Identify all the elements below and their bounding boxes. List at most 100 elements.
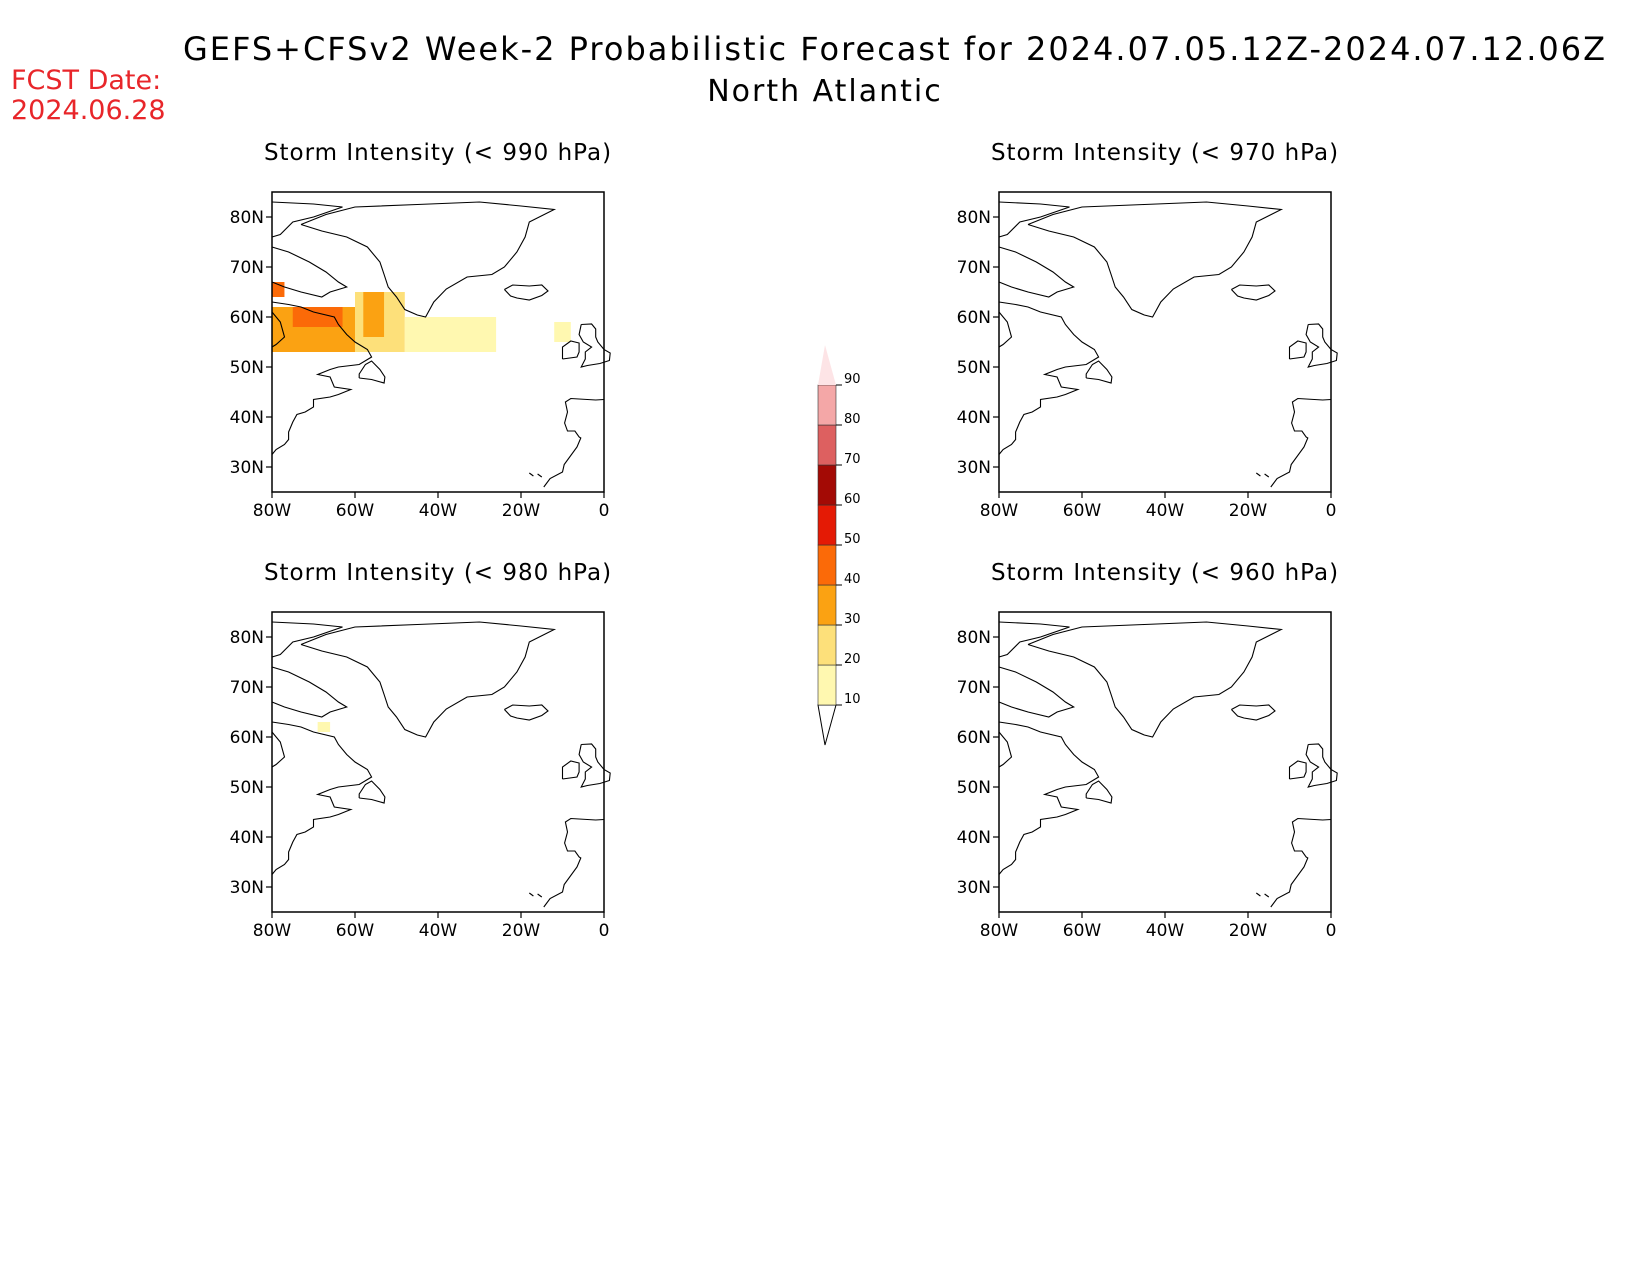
map-frame <box>271 611 605 913</box>
coastlines <box>998 201 1338 488</box>
lon-tick-label: 20W <box>1229 921 1268 940</box>
coastline <box>504 284 549 301</box>
lon-tick-label: 0 <box>1326 501 1337 520</box>
coastline <box>271 721 373 875</box>
coastline <box>1255 892 1261 897</box>
coastline <box>1085 780 1113 804</box>
lat-tick-label: 60N <box>957 308 991 328</box>
lon-tick-label: 40W <box>1146 501 1185 520</box>
coastline <box>1231 284 1276 301</box>
map-panel-960: Storm Intensity (< 960 hPa) 30N 40N 50N 60N… <box>955 560 1375 940</box>
map-980: 30N 40N 50N 60N 70N 80N 80W 60W 40W 20W 0 <box>230 611 611 940</box>
map-panel-970: Storm Intensity (< 970 hPa) 30N 40N 50N 60N… <box>955 140 1375 520</box>
lat-tick-label: 30N <box>957 458 991 478</box>
lat-tick-label: 30N <box>230 878 264 898</box>
coastline <box>1288 760 1307 780</box>
colorbar-label: 40 <box>844 572 861 587</box>
lon-tick-label: 80W <box>253 501 292 520</box>
lat-tick-label: 80N <box>230 628 264 648</box>
lat-tick-label: 60N <box>230 728 264 748</box>
coastline <box>528 892 534 897</box>
lon-tick-label: 40W <box>419 921 458 940</box>
colorbar-lower-cap <box>817 704 837 746</box>
map-970: 30N 40N 50N 60N 70N 80N 80W 60W 40W 20W 0 <box>957 191 1338 520</box>
coastlines <box>998 621 1338 908</box>
panel-title: Storm Intensity (< 960 hPa) <box>990 560 1340 586</box>
lon-tick-label: 80W <box>980 921 1019 940</box>
probability-cell <box>292 307 343 327</box>
lat-tick-label: 50N <box>957 358 991 378</box>
colorbar-label: 30 <box>844 612 861 627</box>
map-panel-990: Storm Intensity (< 990 hPa) 30N 40N 50N 60N… <box>228 140 648 520</box>
colorbar-label: 80 <box>844 412 861 427</box>
colorbar-swatch <box>817 544 837 586</box>
lon-tick-label: 20W <box>1229 501 1268 520</box>
lat-tick-label: 70N <box>957 678 991 698</box>
lat-tick-label: 60N <box>230 308 264 328</box>
figure-title: GEFS+CFSv2 Week-2 Probabilistic Forecast… <box>182 30 1608 68</box>
probability-cell <box>554 322 571 342</box>
coastline <box>537 473 543 478</box>
lat-tick-label: 60N <box>957 728 991 748</box>
coastline <box>998 301 1100 455</box>
coastline <box>504 704 549 721</box>
coastline <box>578 743 611 788</box>
lat-tick-label: 40N <box>957 828 991 848</box>
colorbar-swatch <box>817 464 837 506</box>
lat-tick-label: 40N <box>230 828 264 848</box>
probability-cell <box>363 292 385 337</box>
lat-tick-label: 50N <box>957 778 991 798</box>
colorbar-upper-cap <box>818 345 836 385</box>
panel-title: Storm Intensity (< 980 hPa) <box>263 560 613 586</box>
coastline <box>1085 360 1113 384</box>
colorbar-swatch <box>817 584 837 626</box>
fcst-label: FCST Date: <box>11 65 162 96</box>
lat-tick-label: 70N <box>957 258 991 278</box>
coastlines <box>271 621 611 908</box>
coastline <box>271 731 286 768</box>
coastline <box>998 731 1013 768</box>
coastline <box>300 621 557 738</box>
coastline <box>358 360 386 384</box>
map-panel-980: Storm Intensity (< 980 hPa) 30N 40N 50N 60N… <box>228 560 648 940</box>
lat-tick-label: 80N <box>230 208 264 228</box>
lon-tick-label: 20W <box>502 501 541 520</box>
coastline <box>1270 397 1332 488</box>
map-frame <box>998 611 1332 913</box>
lon-tick-label: 60W <box>336 501 375 520</box>
fcst-date: 2024.06.28 <box>11 95 166 126</box>
coastline <box>543 817 605 908</box>
map-990: 30N 40N 50N 60N 70N 80N 80W 60W 40W 20W 0 <box>230 191 611 520</box>
figure-subtitle: North Atlantic <box>707 74 943 109</box>
lon-tick-label: 80W <box>980 501 1019 520</box>
coastline <box>998 311 1013 348</box>
lon-tick-label: 60W <box>1063 501 1102 520</box>
coastline <box>998 246 1076 298</box>
lat-tick-label: 50N <box>230 358 264 378</box>
panel-title: Storm Intensity (< 990 hPa) <box>263 140 613 166</box>
map-frame <box>998 191 1332 493</box>
map-960: 30N 40N 50N 60N 70N 80N 80W 60W 40W 20W 0 <box>957 611 1338 940</box>
probability-cell <box>317 722 331 732</box>
coastline <box>1231 704 1276 721</box>
colorbar-label: 50 <box>844 532 861 547</box>
coastline <box>537 893 543 898</box>
coastlines <box>271 201 611 488</box>
colorbar-swatch <box>817 424 837 466</box>
colorbar-label: 60 <box>844 492 861 507</box>
panel-title: Storm Intensity (< 970 hPa) <box>990 140 1340 166</box>
coastline <box>543 397 605 488</box>
coastline <box>1305 323 1338 368</box>
coastline <box>300 201 557 318</box>
coastline <box>561 340 580 360</box>
lat-tick-label: 80N <box>957 628 991 648</box>
colorbar-label: 10 <box>844 692 861 707</box>
lat-tick-label: 70N <box>230 258 264 278</box>
coastline <box>271 621 343 658</box>
coastline <box>271 311 286 348</box>
coastline <box>578 323 611 368</box>
coastline <box>998 666 1076 718</box>
colorbar-swatch <box>817 504 837 546</box>
lon-tick-label: 40W <box>1146 921 1185 940</box>
colorbar-swatch <box>817 624 837 666</box>
